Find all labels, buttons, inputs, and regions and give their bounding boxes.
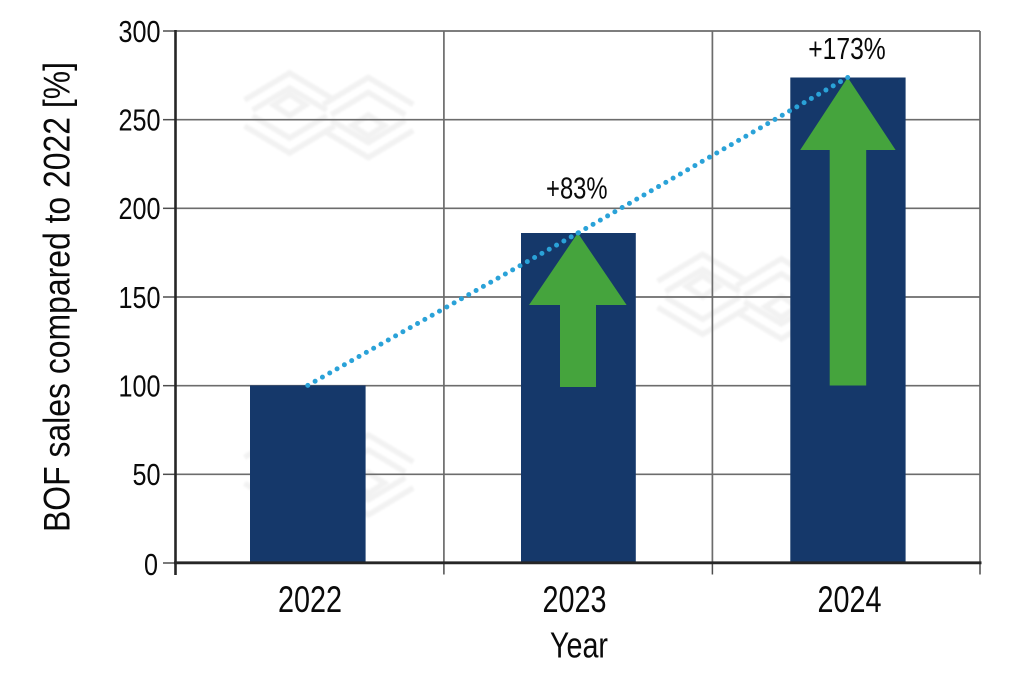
svg-text:250: 250 (119, 104, 161, 138)
svg-text:+83%: +83% (546, 172, 608, 206)
svg-text:150: 150 (119, 281, 161, 315)
svg-text:300: 300 (119, 15, 161, 49)
svg-text:Year: Year (550, 625, 608, 666)
svg-text:BOF sales compared to 2022 [%]: BOF sales compared to 2022 [%] (35, 62, 77, 532)
svg-text:0: 0 (144, 548, 158, 582)
svg-text:2023: 2023 (543, 578, 607, 620)
svg-text:100: 100 (119, 370, 161, 404)
svg-text:200: 200 (119, 192, 161, 226)
svg-text:50: 50 (133, 458, 161, 492)
svg-text:+173%: +173% (808, 32, 886, 66)
svg-text:2022: 2022 (278, 578, 342, 620)
svg-text:2024: 2024 (818, 578, 882, 620)
